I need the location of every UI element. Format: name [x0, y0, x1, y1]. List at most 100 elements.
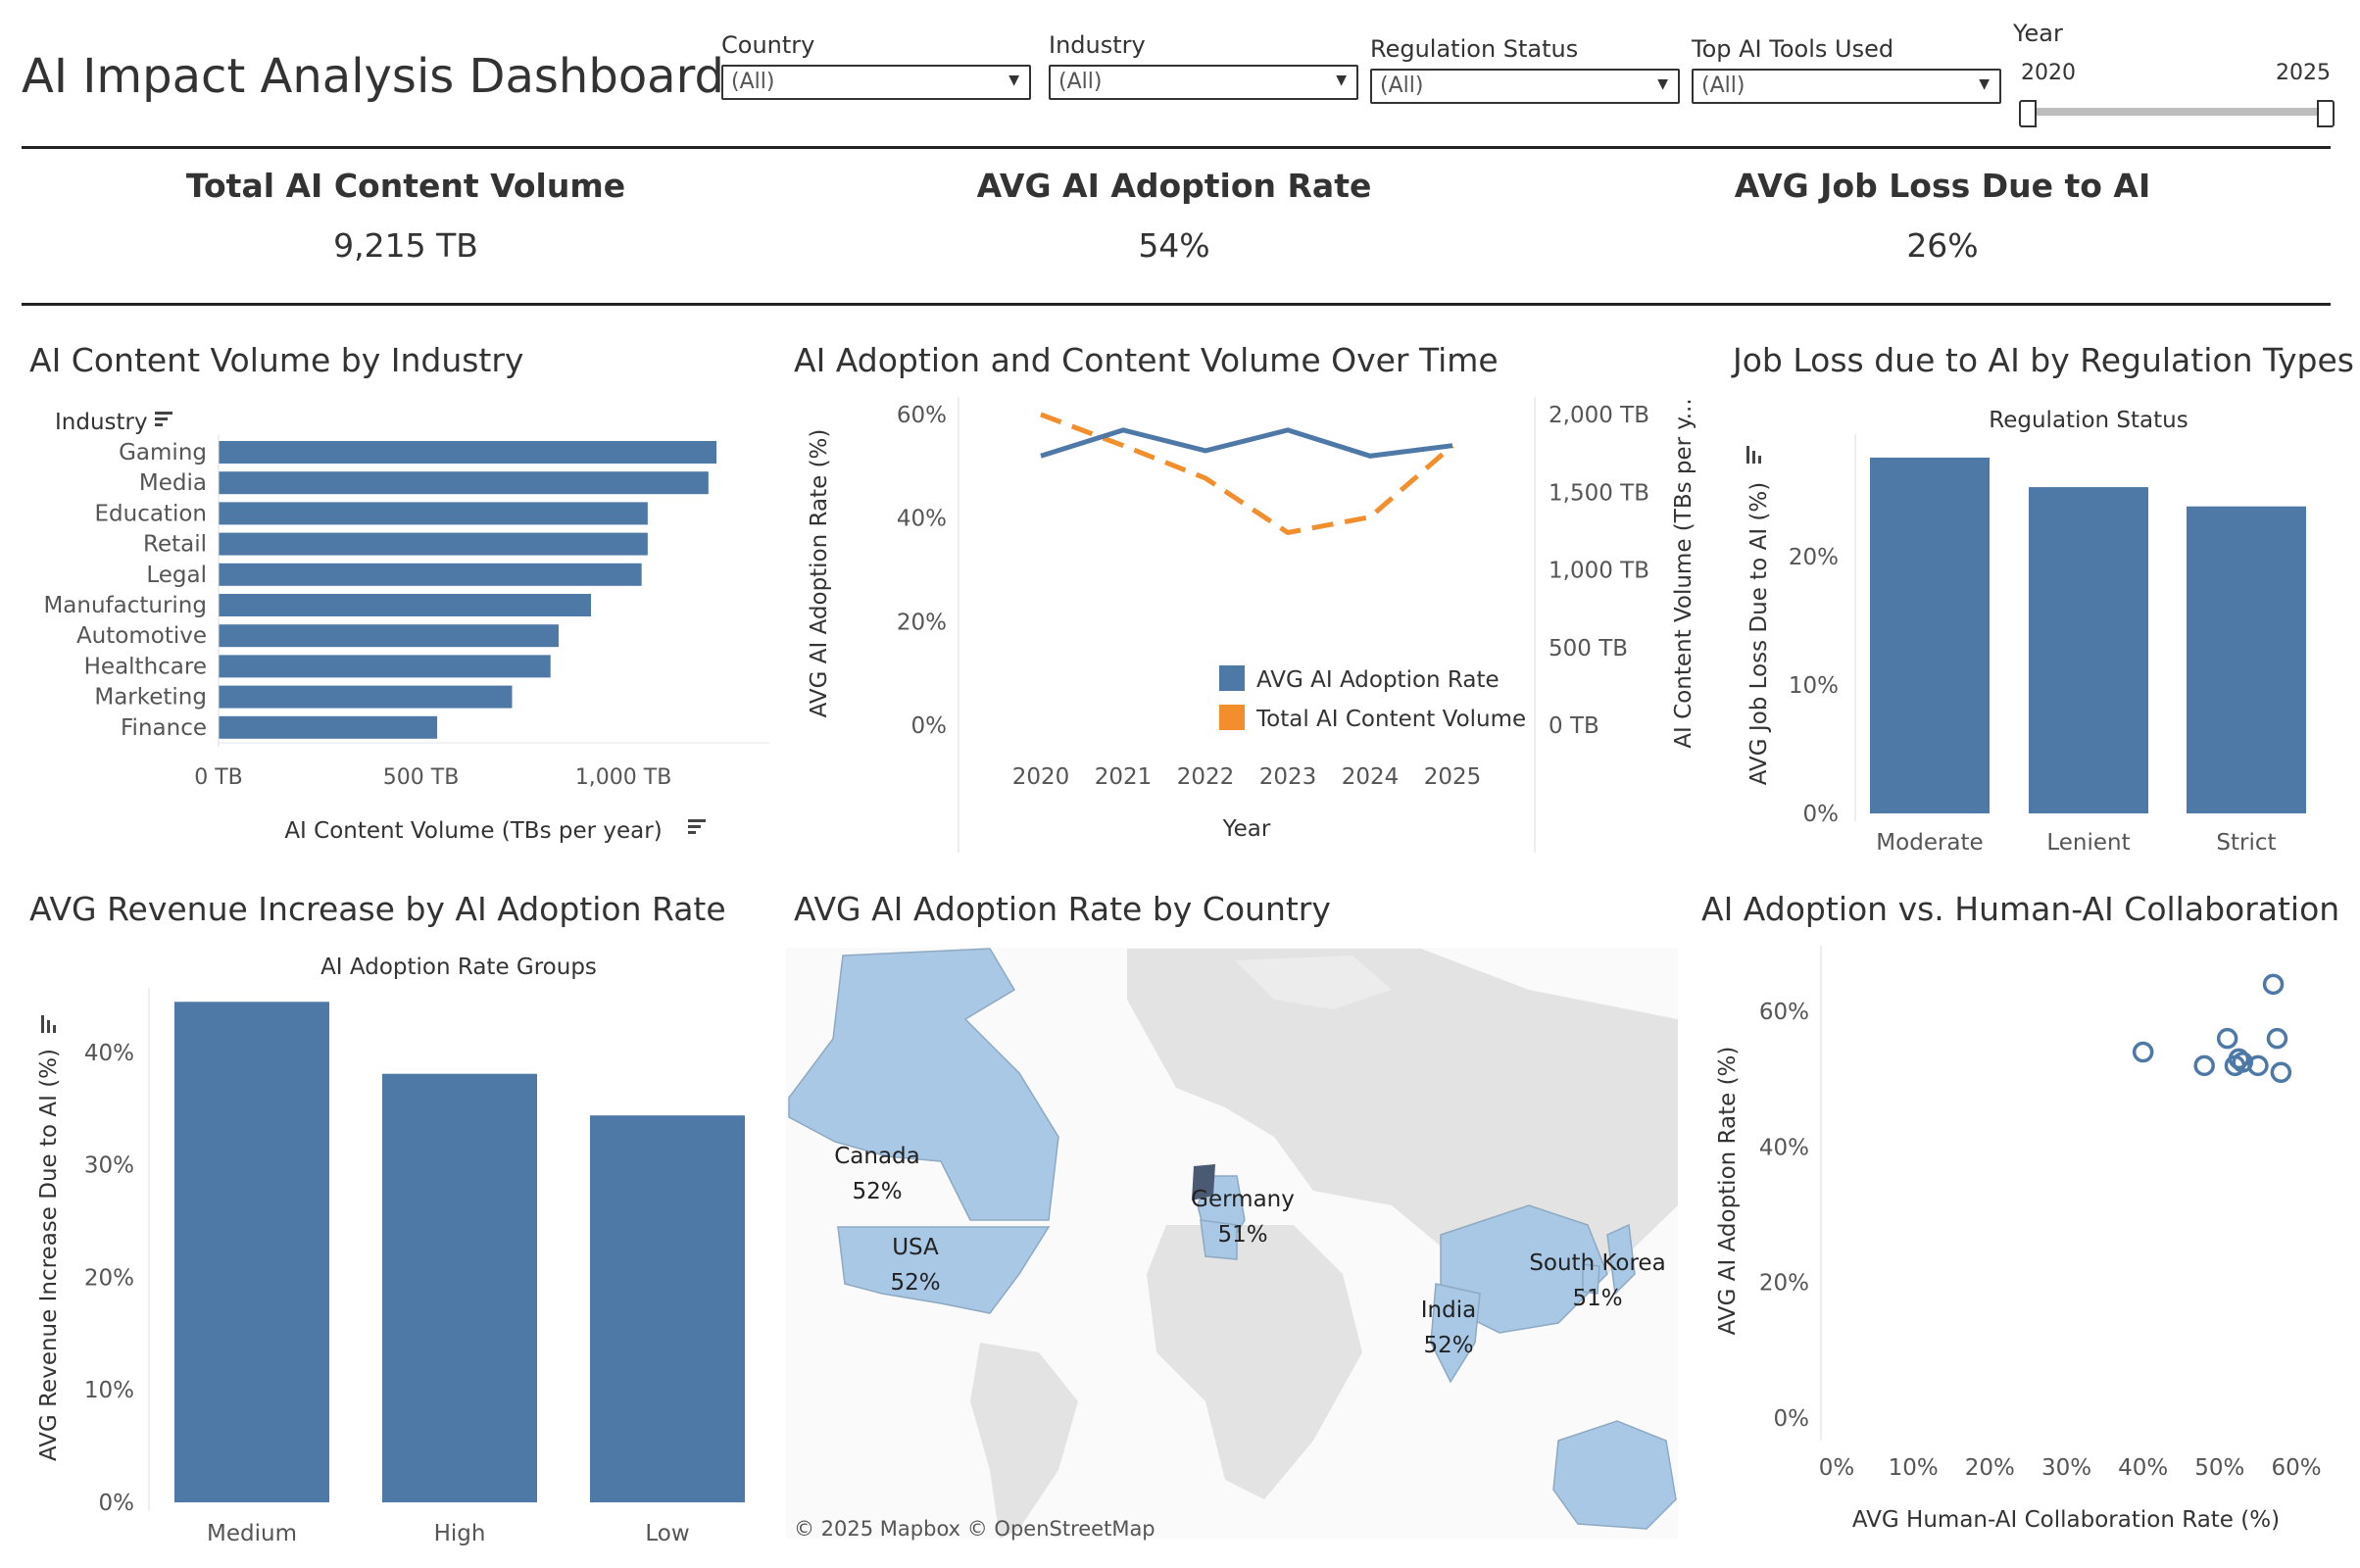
kpi-divider [22, 303, 2331, 306]
y-axis-label: AVG AI Adoption Rate (%) [1715, 1047, 1741, 1336]
panel-title-adoption-vs-collab: AI Adoption vs. Human-AI Collaboration [1701, 890, 2340, 928]
country-filter[interactable]: Country (All) ▼ [721, 31, 1031, 100]
scatter-point [2193, 1054, 2215, 1077]
chevron-down-icon[interactable]: ▼ [1336, 73, 1347, 88]
map-country-india [1430, 1283, 1481, 1384]
sort-icon [155, 412, 172, 426]
y-tick-label: 0% [911, 713, 948, 739]
category-label: Gaming [119, 440, 207, 466]
panel-title-job-loss-regulation: Job Loss due to AI by Regulation Types [1733, 341, 2354, 379]
y-tick-label: 20% [1759, 1271, 1809, 1297]
industry-filter[interactable]: Industry (All) ▼ [1049, 31, 1358, 100]
regulation-select-value: (All) [1380, 74, 1424, 98]
y-right-tick-label: 0 TB [1549, 713, 1599, 739]
category-label: Medium [207, 1521, 297, 1546]
bar [174, 1002, 329, 1502]
chart-adoption-over-time[interactable]: 0% 20% 40% 60% 0 TB 500 TB 1,000 TB 1,500 TB 2,0… [807, 397, 1696, 853]
bar [219, 471, 709, 495]
y-tick-label: 40% [84, 1041, 134, 1066]
x-tick-label: 1,000 TB [575, 765, 672, 790]
ai-tools-select[interactable]: (All) ▼ [1692, 69, 2001, 104]
map-label-value: 51% [1217, 1222, 1267, 1248]
x-tick-label: 40% [2118, 1455, 2168, 1481]
y-axis-label: AVG Job Loss Due to AI (%) [1746, 482, 1772, 785]
country-filter-label: Country [721, 31, 815, 59]
header-divider [22, 146, 2331, 149]
y-tick-label: 20% [84, 1265, 134, 1291]
category-label: Moderate [1876, 830, 1983, 856]
scatter-point [2132, 1041, 2154, 1063]
map-country-uk [1192, 1164, 1215, 1200]
bar [382, 1073, 537, 1502]
map-label-name: India [1421, 1298, 1476, 1323]
map-country-australia [1552, 1420, 1677, 1530]
chart-content-by-industry[interactable]: Industry Gaming Media Education Retail Legal M… [43, 410, 769, 844]
legend-label: AVG AI Adoption Rate [1256, 667, 1500, 693]
y-tick-label: 10% [84, 1378, 134, 1403]
scatter-point [2216, 1027, 2238, 1050]
country-select[interactable]: (All) ▼ [721, 65, 1031, 100]
chevron-down-icon[interactable]: ▼ [1008, 73, 1019, 88]
sort-icon-bar [41, 1015, 44, 1033]
sort-icon-bar [53, 1025, 56, 1033]
x-axis-label: AI Content Volume (TBs per year) [284, 818, 662, 844]
x-tick-label: 2025 [1424, 764, 1482, 790]
category-label: Retail [143, 532, 207, 558]
chart-job-loss-regulation[interactable]: Regulation Status 0% 10% 20% Moderate Lenient… [1746, 408, 2306, 856]
category-label: Finance [121, 715, 207, 741]
regulation-filter[interactable]: Regulation Status (All) ▼ [1370, 35, 1680, 104]
y-tick-label: 60% [1759, 1000, 1809, 1025]
category-label: Education [94, 501, 207, 526]
x-tick-label: 50% [2194, 1455, 2244, 1481]
x-tick-label: 10% [1889, 1455, 1939, 1481]
year-slider-handle-start[interactable] [2019, 100, 2037, 127]
land-africa [1147, 1225, 1362, 1499]
x-tick-label: 2022 [1177, 764, 1235, 790]
map-label-name: Canada [834, 1144, 920, 1169]
scatter-point [2228, 1048, 2250, 1070]
y-right-tick-label: 500 TB [1549, 636, 1628, 662]
dashboard-title: AI Impact Analysis Dashboard [22, 49, 724, 104]
category-label: Marketing [94, 685, 207, 710]
legend-label: Total AI Content Volume [1255, 707, 1526, 732]
y-right-tick-label: 2,000 TB [1549, 403, 1649, 428]
panel-title-content-by-industry: AI Content Volume by Industry [29, 341, 524, 379]
year-slider-track[interactable] [2027, 108, 2321, 116]
y-tick-label: 40% [1759, 1135, 1809, 1160]
y-tick-label: 30% [84, 1153, 134, 1179]
sort-icon-bar [155, 412, 172, 415]
bar [219, 624, 559, 648]
year-slider-handle-end[interactable] [2317, 100, 2335, 127]
x-tick-label: 500 TB [383, 765, 460, 790]
kpi-title: AVG AI Adoption Rate [976, 167, 1372, 205]
series-line-adoption-rate [1040, 427, 1453, 459]
regulation-select[interactable]: (All) ▼ [1370, 69, 1680, 104]
year-slider[interactable]: Year 2020 2025 [2013, 20, 2336, 137]
row-header: Industry [55, 410, 148, 435]
group-title: Regulation Status [1989, 408, 2188, 433]
legend-swatch [1219, 665, 1245, 691]
x-axis-label: AVG Human-AI Collaboration Rate (%) [1852, 1507, 2280, 1533]
chevron-down-icon[interactable]: ▼ [1657, 76, 1668, 92]
bar [219, 532, 648, 556]
y-tick-label: 60% [897, 403, 947, 428]
y-tick-label: 20% [1789, 545, 1839, 570]
chevron-down-icon[interactable]: ▼ [1979, 76, 1990, 92]
year-slider-label: Year [2013, 20, 2063, 47]
map-adoption-by-country[interactable]: Canada 52% USA 52% Germany 51% South Korea 51% I… [786, 948, 1678, 1541]
bar [219, 563, 642, 586]
ai-tools-filter[interactable]: Top AI Tools Used (All) ▼ [1692, 35, 2001, 104]
year-slider-max: 2025 [2276, 61, 2331, 85]
chart-adoption-vs-collab[interactable]: 0% 20% 40% 60% 0% 10% 20% 30% 40% 50% 60% AVG Human… [1715, 946, 2322, 1533]
category-label: Automotive [76, 623, 207, 649]
kpi-title: Total AI Content Volume [185, 167, 626, 205]
sort-icon-bar [1752, 451, 1755, 464]
sort-icon [41, 1015, 56, 1033]
chart-revenue-by-adoption[interactable]: AI Adoption Rate Groups 0% 10% 20% 30% 40% Med… [36, 955, 745, 1546]
series-line-content-volume [1040, 412, 1454, 536]
industry-select[interactable]: (All) ▼ [1049, 65, 1358, 100]
x-tick-label: 30% [2041, 1455, 2091, 1481]
map-label-value: 52% [1423, 1333, 1473, 1358]
map-label-value: 51% [1572, 1286, 1622, 1311]
